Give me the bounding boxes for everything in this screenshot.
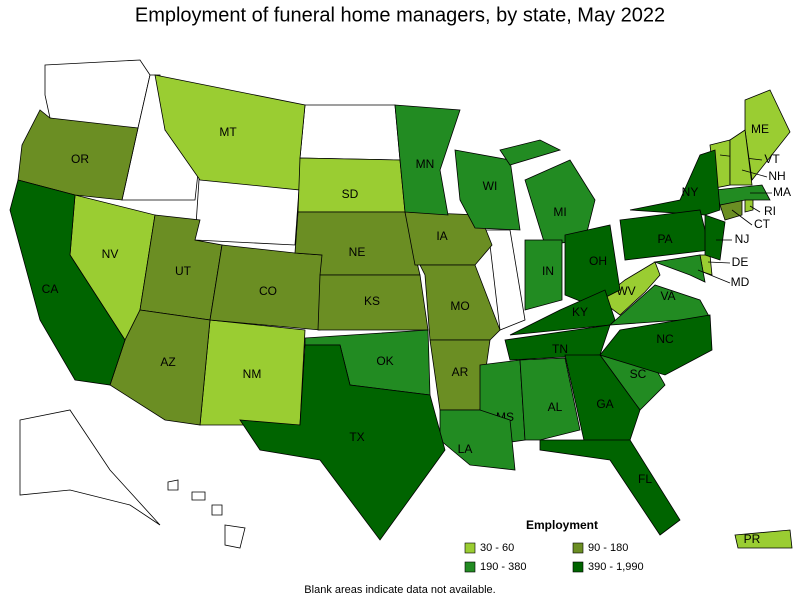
state-label: MI (553, 205, 566, 219)
state-label: NV (102, 247, 119, 261)
state-label: LA (458, 442, 473, 456)
state (734, 529, 793, 549)
state-label: CA (42, 282, 59, 296)
state-label: MN (416, 157, 435, 171)
legend-swatch (464, 542, 476, 554)
state-label: NM (243, 367, 262, 381)
state-label: RI (764, 204, 776, 218)
state (564, 354, 641, 446)
state (599, 314, 713, 376)
footnote: Blank areas indicate data not available. (304, 584, 495, 596)
state (524, 159, 596, 246)
state-label: GA (596, 397, 613, 411)
leader-line (731, 209, 753, 226)
legend-title: Employment (526, 518, 598, 532)
state-label: TX (349, 430, 364, 444)
state-blank (211, 504, 223, 516)
state-label: IN (542, 264, 554, 278)
state (714, 184, 771, 206)
state-label: PA (657, 232, 672, 246)
state (509, 289, 616, 336)
state-blank (167, 479, 179, 491)
legend-swatch (572, 561, 584, 573)
state (394, 104, 461, 216)
state (519, 357, 581, 441)
state-label: AZ (160, 355, 175, 369)
state-label: NJ (735, 232, 750, 246)
legend-label: 90 - 180 (588, 542, 628, 554)
state-label: TN (552, 342, 568, 356)
state-label: CO (259, 284, 277, 298)
state-label: AL (548, 400, 563, 414)
state (744, 89, 791, 181)
state-label: MT (219, 125, 237, 139)
state-label: ME (751, 122, 769, 136)
state-label: DE (732, 255, 749, 269)
state (454, 149, 521, 231)
state-label: OH (589, 254, 607, 268)
state (653, 254, 706, 283)
state-label: NY (682, 185, 699, 199)
state-label: MO (450, 299, 469, 313)
state-blank (224, 524, 246, 549)
states: MT SD NV NM WV ME VT NH RI DE PR OR UT CO AZ NE KS IA MO AR… (9, 74, 793, 549)
state (297, 157, 406, 213)
state (239, 344, 446, 541)
state-label: OK (376, 354, 393, 368)
state (499, 139, 562, 166)
state-label: VT (764, 152, 780, 166)
state-label: NH (768, 169, 785, 183)
leader-line (697, 269, 731, 284)
state-label: AR (452, 365, 469, 379)
state-label: SD (342, 187, 359, 201)
state-label: WI (483, 179, 498, 193)
state-label: WV (616, 284, 635, 298)
state-label: VA (660, 289, 675, 303)
state (539, 439, 681, 536)
state-label: NE (349, 245, 366, 259)
legend-label: 190 - 380 (480, 561, 526, 573)
state-label: OR (71, 152, 89, 166)
state-label: SC (630, 367, 647, 381)
state-label: CT (754, 217, 771, 231)
state-blank (191, 491, 206, 501)
state-label: NC (656, 332, 674, 346)
leader-line (741, 169, 768, 178)
state (629, 149, 721, 216)
legend-label: 30 - 60 (480, 542, 514, 554)
legend-swatch (572, 542, 584, 554)
legend-label: 390 - 1,990 (588, 561, 644, 573)
state-label: UT (175, 264, 192, 278)
state-label: IA (436, 229, 447, 243)
leader-line (707, 261, 731, 264)
leader-line (749, 205, 761, 213)
state-blank (44, 59, 151, 129)
map-title: Employment of funeral home managers, by … (135, 4, 665, 26)
state (9, 179, 126, 386)
state-label: MD (731, 275, 750, 289)
state (524, 239, 563, 311)
state-label: FL (638, 472, 652, 486)
state-blank (19, 409, 161, 526)
state (439, 409, 516, 471)
state-label: PR (744, 532, 761, 546)
state-label: KY (572, 305, 588, 319)
state-label: MA (773, 185, 791, 199)
legend: Employment 30 - 60 90 - 180 190 - 380 390 -… (464, 518, 644, 573)
state-label: KS (364, 294, 380, 308)
state (599, 261, 661, 316)
legend-swatch (464, 561, 476, 573)
state-blank (299, 104, 401, 161)
state (704, 214, 726, 261)
